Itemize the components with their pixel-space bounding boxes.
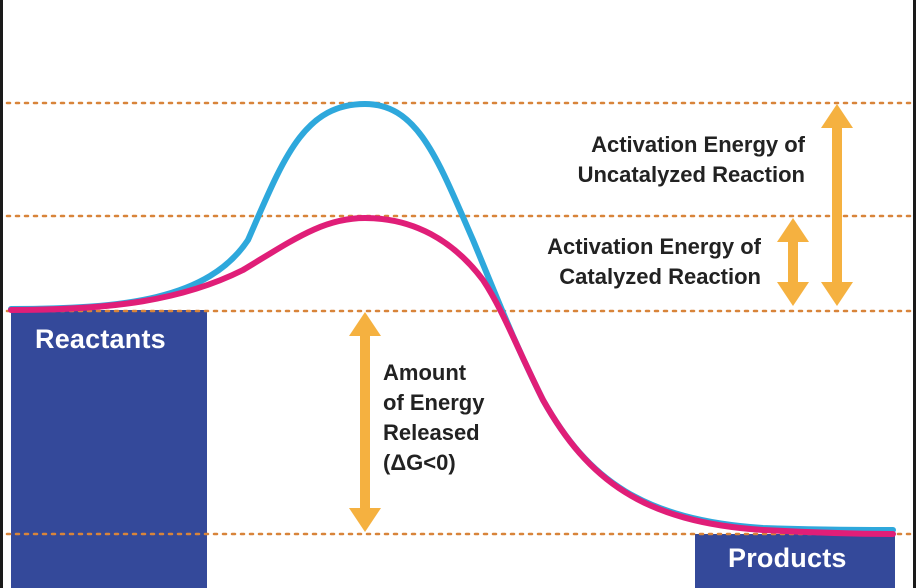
energy-released-annotation: Amount of Energy Released (ΔG<0) [383, 358, 484, 478]
released-label-line2: of Energy [383, 390, 485, 415]
uncatalyzed-label-line1: Activation Energy of [591, 132, 805, 157]
diagram-graphics [5, 100, 913, 537]
catalyzed-label-line2: Catalyzed Reaction [559, 264, 761, 289]
catalyzed-curve [8, 214, 896, 537]
reactants-block: Reactants [11, 310, 207, 588]
catalyzed-label-line1: Activation Energy of [547, 234, 761, 259]
released-label-line4: (ΔG<0) [383, 450, 456, 475]
catalyzed-energy-arrow [777, 218, 809, 306]
products-block: Products [695, 534, 895, 588]
products-label: Products [728, 543, 847, 573]
energy-released-arrow [349, 312, 381, 532]
uncatalyzed-annotation: Activation Energy of Uncatalyzed Reactio… [578, 130, 805, 190]
uncatalyzed-label-line2: Uncatalyzed Reaction [577, 162, 805, 187]
released-label-line3: Released [383, 420, 480, 445]
uncatalyzed-energy-arrow [821, 104, 853, 306]
arrows-group [349, 104, 853, 532]
reactants-label: Reactants [35, 324, 166, 354]
released-label-line1: Amount [383, 360, 467, 385]
catalyzed-annotation: Activation Energy of Catalyzed Reaction [547, 232, 761, 292]
